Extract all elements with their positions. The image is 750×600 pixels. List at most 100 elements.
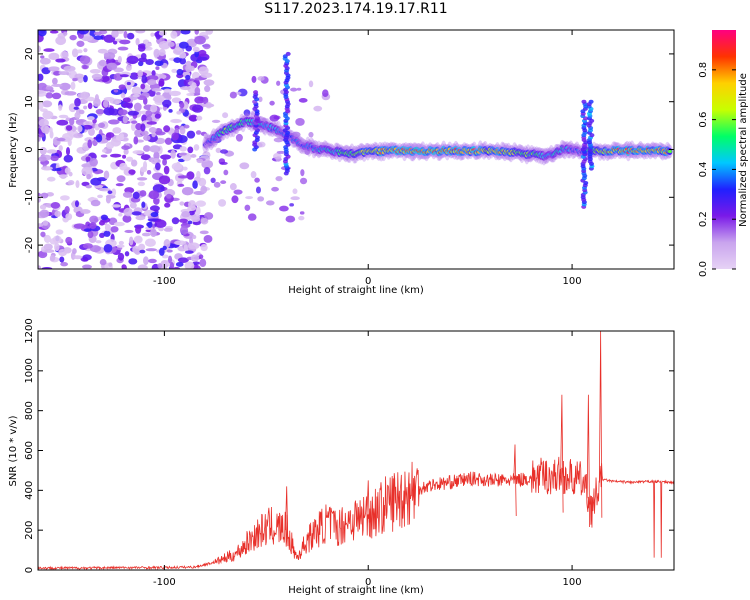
heatmap-cell <box>257 196 265 202</box>
heatmap-cell <box>99 259 107 266</box>
heatmap-cell <box>158 226 164 232</box>
heatmap-cell <box>89 158 98 167</box>
heatmap-cell <box>137 70 143 77</box>
heatmap-cell <box>70 81 76 90</box>
heatmap-cell <box>91 73 103 80</box>
heatmap-cell <box>108 262 113 267</box>
heatmap-cell <box>154 127 163 135</box>
heatmap-cell <box>160 259 170 269</box>
heatmap-cell <box>127 110 139 116</box>
heatmap-cell <box>71 48 79 58</box>
heatmap-cell <box>203 235 213 243</box>
heatmap-cell <box>65 236 73 245</box>
colorbar-tick-label: 0.6 <box>698 112 709 128</box>
heatmap-cell <box>160 154 172 160</box>
heatmap-cell <box>229 91 237 99</box>
heatmap-cell <box>137 44 146 52</box>
snr-line <box>38 456 674 570</box>
heatmap-cell <box>195 130 202 135</box>
heatmap-cell <box>243 109 251 117</box>
colorbar-tick-label: 0.8 <box>698 62 709 78</box>
heatmap-cell <box>171 162 183 171</box>
heatmap-cell <box>171 68 178 73</box>
snr-y-tick-label: 400 <box>24 481 35 500</box>
heatmap-cell <box>122 115 128 124</box>
heatmap-cell <box>269 100 275 106</box>
heatmap-cell <box>155 66 160 70</box>
heatmap-cell <box>140 83 146 90</box>
heatmap-cell <box>111 30 119 38</box>
snr-peak <box>513 444 517 516</box>
heatmap-cell <box>42 110 54 120</box>
heatmap-cell <box>158 30 167 36</box>
heatmap-cell <box>151 70 156 77</box>
heatmap-cell <box>134 248 141 255</box>
heatmap-cell <box>148 258 157 264</box>
heatmap-cell <box>158 247 165 256</box>
heatmap-cell <box>147 218 160 222</box>
heatmap-cell <box>143 134 151 141</box>
heatmap-cell <box>178 218 188 223</box>
heatmap-cell <box>44 249 55 253</box>
heatmap-cell <box>188 114 199 122</box>
heatmap-cell <box>255 186 261 194</box>
heatmap-cell <box>200 217 209 225</box>
heatmap-cell <box>273 137 284 143</box>
heatmap-cell <box>588 99 594 104</box>
heatmap-cell <box>130 122 137 132</box>
heatmap-cell <box>75 119 84 123</box>
heatmap-cell <box>118 213 123 217</box>
heatmap-cell <box>73 106 79 110</box>
heatmap-cell <box>276 150 286 154</box>
heatmap-cell <box>98 220 105 226</box>
heatmap-cell <box>199 230 209 235</box>
heatmap-cell <box>163 227 173 232</box>
snr-peak <box>586 394 591 527</box>
heatmap-cell <box>83 228 92 232</box>
heatmap-cell <box>174 240 187 246</box>
snr-y-tick-label: 600 <box>24 441 35 460</box>
heatmap-cell <box>74 73 85 79</box>
heatmap-cell <box>45 86 54 91</box>
heatmap-cell <box>279 205 289 212</box>
heatmap-cell <box>38 250 48 259</box>
heatmap-cell <box>196 158 204 164</box>
heatmap-cell <box>77 92 87 99</box>
snr-y-label: SNR (10 * v/v) <box>8 415 19 486</box>
heatmap-cell <box>42 220 49 226</box>
heatmap-cell <box>38 156 47 162</box>
heatmap-cell <box>49 89 55 93</box>
heatmap-cell <box>95 134 103 143</box>
heatmap-cell <box>139 249 146 254</box>
heatmap-cell <box>113 221 125 227</box>
heatmap-cell <box>195 115 203 121</box>
heatmap-cell <box>171 217 180 225</box>
heatmap-cell <box>203 79 215 86</box>
colorbar: 0.0 0.2 0.4 0.6 0.8 Normalized spectral ampl… <box>698 30 749 277</box>
heatmap-cell <box>150 212 159 218</box>
heatmap-cell <box>200 244 208 252</box>
heatmap-cell <box>109 98 122 105</box>
spectrogram-y-tick-label: 20 <box>24 48 35 61</box>
snr-background <box>38 331 674 570</box>
heatmap-cell <box>38 102 44 110</box>
heatmap-cell <box>49 254 56 262</box>
heatmap-cell <box>85 156 91 162</box>
heatmap-cell <box>95 108 105 115</box>
heatmap-cell <box>173 57 182 63</box>
heatmap-cell <box>111 188 117 197</box>
heatmap-cell <box>165 193 172 199</box>
heatmap-cell <box>157 263 163 269</box>
heatmap-cell <box>38 223 44 228</box>
heatmap-cell <box>137 264 148 269</box>
heatmap-cell <box>162 158 168 166</box>
heatmap-cell <box>300 169 305 177</box>
colorbar-ticks: 0.0 0.2 0.4 0.6 0.8 <box>698 62 736 277</box>
heatmap-cell <box>65 125 73 131</box>
snr-x-tick-label: 100 <box>563 577 582 588</box>
heatmap-cell <box>50 155 59 162</box>
heatmap-cell <box>244 204 251 211</box>
heatmap-cell <box>38 133 45 138</box>
heatmap-cell <box>81 166 93 176</box>
